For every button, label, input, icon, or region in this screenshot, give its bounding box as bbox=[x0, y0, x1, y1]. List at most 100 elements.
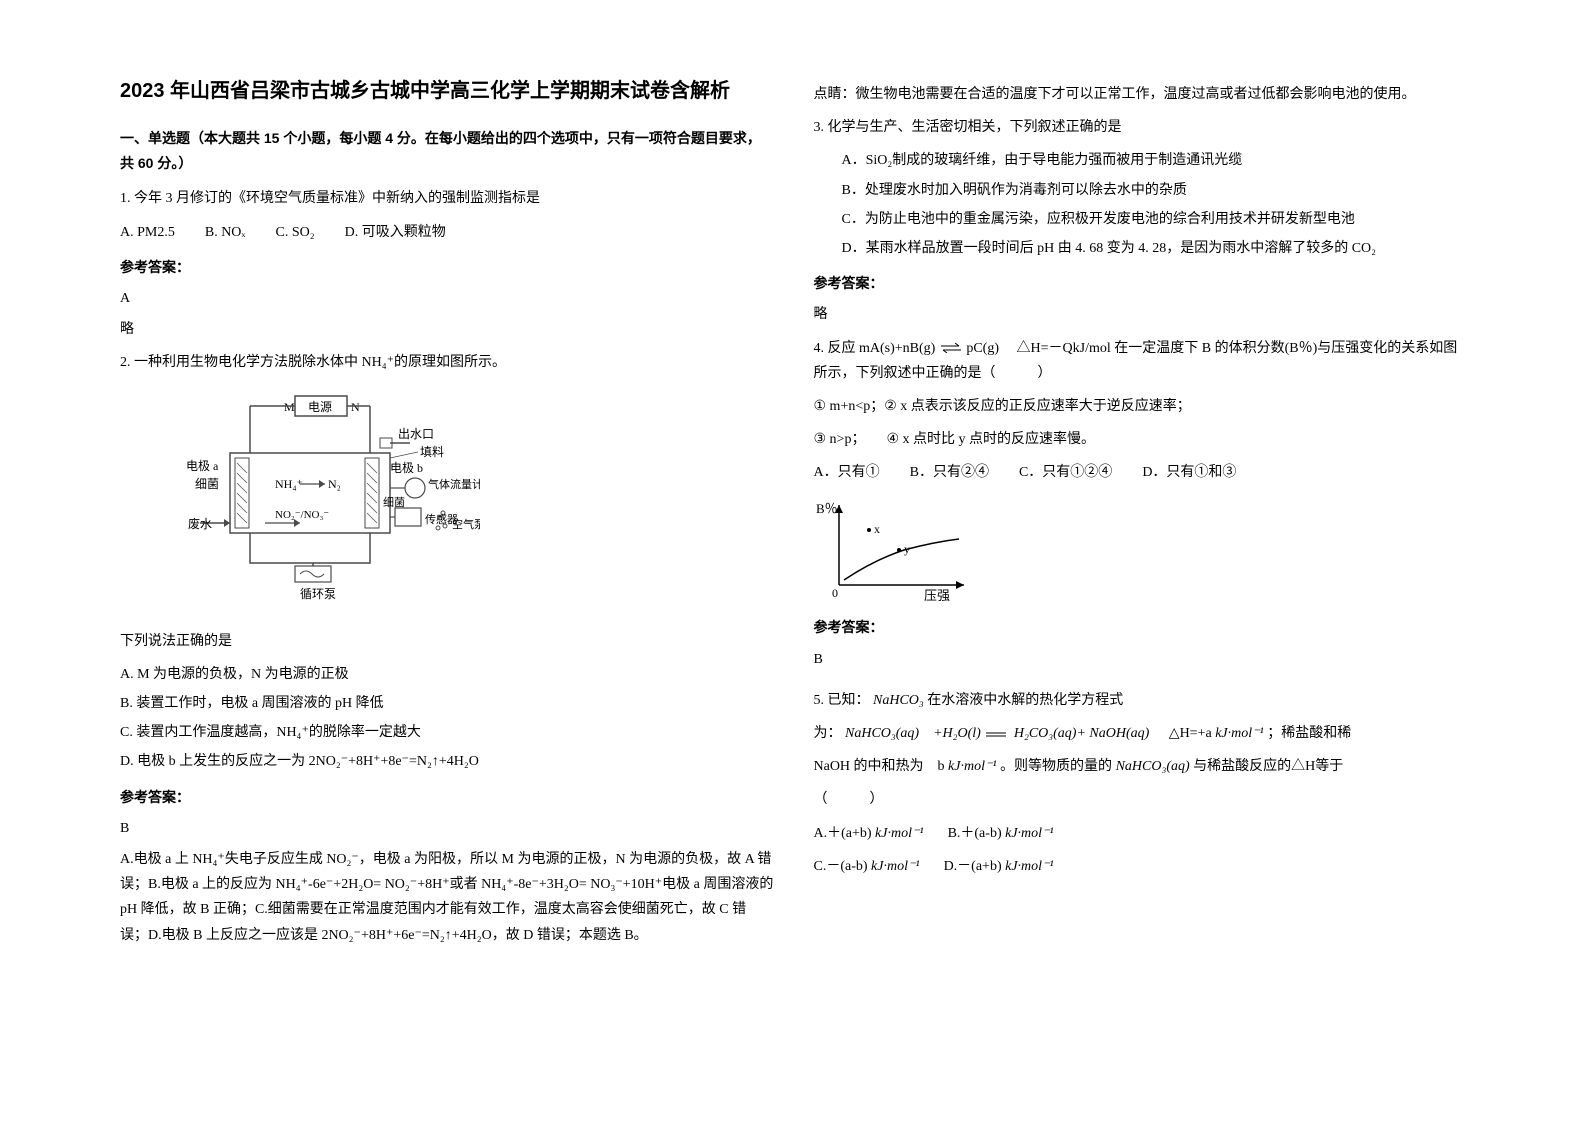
diagram-label-nh4: NH₄⁺ bbox=[275, 477, 303, 491]
diagram-label-power: 电源 bbox=[308, 400, 332, 414]
q5-opt-b-unit: kJ·mol⁻¹ bbox=[1005, 826, 1054, 841]
q4-opt-a: A．只有① bbox=[814, 460, 880, 485]
chart-point-x: x bbox=[874, 522, 880, 536]
q2-opt-b: B. 装置工作时，电极 a 周围溶液的 pH 降低 bbox=[120, 691, 774, 716]
q4-options: A．只有① B．只有②④ C．只有①②④ D．只有①和③ bbox=[814, 460, 1468, 485]
q5-opt-d-pre: D.－(a+b) bbox=[944, 859, 1002, 874]
q5-formula-nahco3-2: NaHCO₃(aq) bbox=[1116, 759, 1190, 774]
diagram-label-gasmeter: 气体流量计 bbox=[428, 477, 480, 491]
q1-opt-b: B. NOₓ bbox=[205, 220, 246, 245]
electrochemistry-diagram-svg: M 电源 N 出水口 bbox=[180, 388, 480, 608]
q5-text4b: 。则等物质的量的 bbox=[1000, 759, 1112, 774]
q5-opt-c-pre: C.－(a-b) bbox=[814, 859, 868, 874]
q5-line3: NaOH 的中和热为 b kJ·mol⁻¹ 。则等物质的量的 NaHCO₃(aq… bbox=[814, 754, 1468, 779]
diagram-label-bacteria-b: 细菌 bbox=[383, 496, 405, 509]
q1-options: A. PM2.5 B. NOₓ C. SO₂ D. 可吸入颗粒物 bbox=[120, 220, 774, 245]
q5-eq-left: NaHCO₃(aq) +H₂O(l) bbox=[845, 726, 981, 741]
q2-opt-c: C. 装置内工作温度越高，NH₄⁺的脱除率一定越大 bbox=[120, 720, 774, 745]
chart-xlabel: 压强 bbox=[924, 588, 950, 603]
q5-eq-right: H₂CO₃(aq)+ NaOH(aq) bbox=[1014, 726, 1149, 741]
q5-unit1: kJ·mol⁻¹ bbox=[1215, 726, 1264, 741]
q5-opt-a-unit: kJ·mol⁻¹ bbox=[875, 826, 924, 841]
q5-text1b: 在水溶液中水解的热化学方程式 bbox=[927, 693, 1123, 708]
q1-explanation: 略 bbox=[120, 317, 774, 342]
q3-opt-b: B．处理废水时加入明矾作为消毒剂可以除去水中的杂质 bbox=[814, 178, 1468, 203]
q2-subtext: 下列说法正确的是 bbox=[120, 629, 774, 654]
q4-text: 4. 反应 mA(s)+nB(g) pC(g) △H=－QkJ/mol 在一定温… bbox=[814, 336, 1468, 386]
q5-text3: ；稀盐酸和稀 bbox=[1267, 726, 1351, 741]
q5-dh-label: △H=+a bbox=[1169, 726, 1212, 741]
q5-text4a: NaOH 的中和热为 b bbox=[814, 759, 945, 774]
diagram-label-filler: 填料 bbox=[420, 445, 444, 459]
q3-text: 3. 化学与生产、生活密切相关，下列叙述正确的是 bbox=[814, 115, 1468, 140]
diagram-label-electrode-b: 电极 b bbox=[390, 461, 423, 475]
pressure-chart-svg: B％ 0 压强 x y bbox=[814, 495, 974, 605]
q2-text: 2. 一种利用生物电化学方法脱除水体中 NH₄⁺的原理如图所示。 bbox=[120, 350, 774, 375]
q3-opt-c: C．为防止电池中的重金属污染，应积极开发废电池的综合利用技术并研发新型电池 bbox=[814, 207, 1468, 232]
q5-opt-a-pre: A.＋(a+b) bbox=[814, 826, 872, 841]
q5-text4c: 与稀盐酸反应的△H等于 bbox=[1193, 759, 1343, 774]
q2-hint: 点睛：微生物电池需要在合适的温度下才可以正常工作，温度过高或者过低都会影响电池的… bbox=[814, 82, 1468, 107]
q5-line2: 为： NaHCO₃(aq) +H₂O(l) H₂CO₃(aq)+ NaOH(aq… bbox=[814, 721, 1468, 746]
q1-text: 1. 今年 3 月修订的《环境空气质量标准》中新纳入的强制监测指标是 bbox=[120, 186, 774, 211]
diagram-label-n2: N₂ bbox=[328, 477, 341, 491]
q5-opt-b-pre: B.＋(a-b) bbox=[948, 826, 1002, 841]
diagram-label-bacteria-a: 细菌 bbox=[195, 477, 219, 491]
q2-opt-d: D. 电极 b 上发生的反应之一为 2NO₂⁻+8H⁺+8e⁻=N₂↑+4H₂O bbox=[120, 749, 774, 774]
q1-opt-c: C. SO₂ bbox=[275, 220, 314, 245]
q4-text-pre: 4. 反应 mA(s)+nB(g) bbox=[814, 341, 936, 356]
q1-opt-a: A. PM2.5 bbox=[120, 220, 175, 245]
q2-answer-label: 参考答案： bbox=[120, 785, 774, 810]
diagram-label-airpump: 空气泵 bbox=[452, 517, 480, 531]
diagram-label-outlet: 出水口 bbox=[398, 427, 434, 441]
q3-answer: 略 bbox=[814, 302, 1468, 327]
diagram-label-m: M bbox=[284, 400, 295, 414]
equilibrium-arrow-icon bbox=[939, 343, 963, 353]
q4-answer-label: 参考答案： bbox=[814, 615, 1468, 640]
q2-opt-a: A. M 为电源的负极，N 为电源的正极 bbox=[120, 662, 774, 687]
q5-opt-c-unit: kJ·mol⁻¹ bbox=[871, 859, 920, 874]
q5-options-row1: A.＋(a+b) kJ·mol⁻¹ B.＋(a-b) kJ·mol⁻¹ bbox=[814, 821, 1468, 846]
chart-point-y: y bbox=[904, 542, 910, 556]
q4-stmt2: ③ n>p； ④ x 点时比 y 点时的反应速率慢。 bbox=[814, 427, 1468, 452]
svg-text:0: 0 bbox=[832, 586, 838, 600]
q4-opt-b: B．只有②④ bbox=[910, 460, 989, 485]
q1-opt-d: D. 可吸入颗粒物 bbox=[345, 220, 446, 245]
q5-opt-b: B.＋(a-b) kJ·mol⁻¹ bbox=[948, 821, 1054, 846]
q5-unit2: kJ·mol⁻¹ bbox=[948, 759, 997, 774]
q2-diagram: M 电源 N 出水口 bbox=[180, 388, 480, 617]
q4-answer: B bbox=[814, 647, 1468, 672]
q5-paren: （ ） bbox=[814, 787, 1468, 812]
q2-explanation: A.电极 a 上 NH₄⁺失电子反应生成 NO₂⁻，电极 a 为阳极，所以 M … bbox=[120, 847, 774, 948]
section-header: 一、单选题（本大题共 15 个小题，每小题 4 分。在每小题给出的四个选项中，只… bbox=[120, 126, 774, 176]
q2-answer: B bbox=[120, 816, 774, 841]
q4-chart: B％ 0 压强 x y bbox=[814, 495, 974, 605]
q5-opt-d: D.－(a+b) kJ·mol⁻¹ bbox=[944, 854, 1054, 879]
page-title: 2023 年山西省吕梁市古城乡古城中学高三化学上学期期末试卷含解析 bbox=[120, 76, 774, 106]
q5-opt-c: C.－(a-b) kJ·mol⁻¹ bbox=[814, 854, 920, 879]
q1-answer: A bbox=[120, 286, 774, 311]
right-column: 点睛：微生物电池需要在合适的温度下才可以正常工作，温度过高或者过低都会影响电池的… bbox=[794, 76, 1488, 1082]
diagram-label-no2no3: NO₂⁻/NO₃⁻ bbox=[275, 509, 329, 521]
q5-text1: 5. 已知： bbox=[814, 693, 870, 708]
q3-opt-a: A．SiO₂制成的玻璃纤维，由于导电能力强而被用于制造通讯光缆 bbox=[814, 148, 1468, 173]
q5-formula-nahco3: NaHCO₃ bbox=[873, 693, 924, 708]
q5-opt-d-unit: kJ·mol⁻¹ bbox=[1005, 859, 1054, 874]
q4-opt-c: C．只有①②④ bbox=[1019, 460, 1112, 485]
q1-answer-label: 参考答案： bbox=[120, 255, 774, 280]
equilibrium-arrow-icon bbox=[984, 729, 1010, 739]
diagram-label-waste: 废水 bbox=[188, 516, 212, 531]
diagram-label-n: N bbox=[351, 400, 360, 414]
q5-options-row2: C.－(a-b) kJ·mol⁻¹ D.－(a+b) kJ·mol⁻¹ bbox=[814, 854, 1468, 879]
q3-answer-label: 参考答案： bbox=[814, 271, 1468, 296]
q4-stmt1: ① m+n<p；② x 点表示该反应的正反应速率大于逆反应速率； bbox=[814, 394, 1468, 419]
q4-opt-d: D．只有①和③ bbox=[1142, 460, 1236, 485]
diagram-label-electrode-a: 电极 a bbox=[186, 459, 219, 473]
q3-opt-d: D．某雨水样品放置一段时间后 pH 由 4. 68 变为 4. 28，是因为雨水… bbox=[814, 236, 1468, 261]
q5-line1: 5. 已知： NaHCO₃ 在水溶液中水解的热化学方程式 bbox=[814, 688, 1468, 713]
q5-text2: 为： bbox=[814, 726, 842, 741]
diagram-label-circpump: 循环泵 bbox=[300, 587, 336, 601]
q5-opt-a: A.＋(a+b) kJ·mol⁻¹ bbox=[814, 821, 924, 846]
chart-ylabel: B％ bbox=[816, 501, 838, 516]
left-column: 2023 年山西省吕梁市古城乡古城中学高三化学上学期期末试卷含解析 一、单选题（… bbox=[100, 76, 794, 1082]
